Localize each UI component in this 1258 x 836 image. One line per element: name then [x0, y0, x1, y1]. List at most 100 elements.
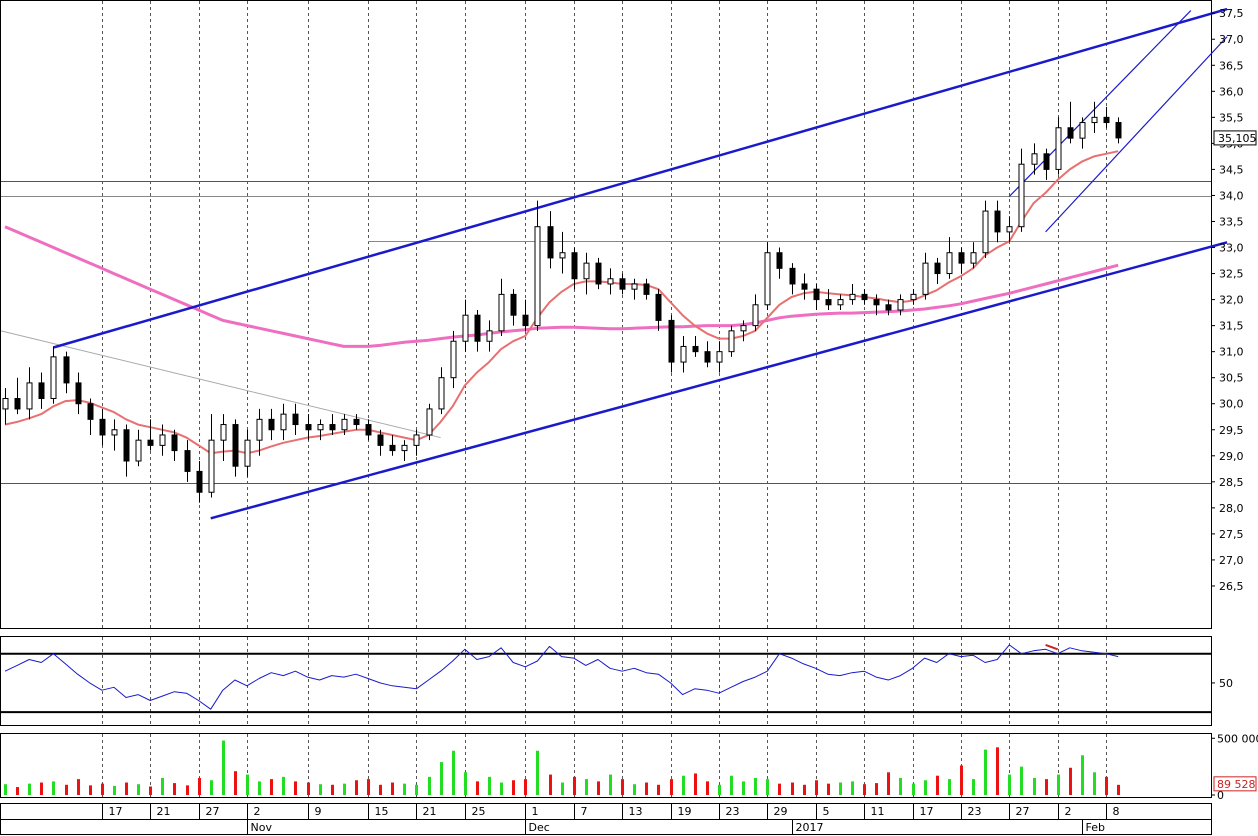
- price-axis-label: 28,5: [1219, 476, 1244, 489]
- volume-bar: [113, 785, 116, 795]
- candle-body: [680, 345, 687, 363]
- date-tick-label: 23: [726, 805, 740, 818]
- price-axis-label: 37,5: [1219, 7, 1244, 20]
- volume-bar: [28, 783, 31, 795]
- candle-body: [63, 356, 70, 384]
- volume-axis-label: 500 000: [1217, 732, 1258, 745]
- candle-body: [510, 293, 517, 316]
- date-tick-label: 19: [678, 805, 692, 818]
- volume-bar: [246, 774, 249, 795]
- candle-body: [607, 278, 614, 285]
- candle-body: [280, 413, 287, 431]
- last-price-label: 35,105: [1218, 132, 1257, 145]
- candle-body: [2, 398, 9, 410]
- candle-body: [668, 319, 675, 363]
- month-label: Nov: [251, 821, 273, 834]
- candle-body: [135, 439, 142, 462]
- volume-bar: [1117, 784, 1120, 795]
- volume-bar: [403, 783, 406, 795]
- price-axis-label: 36,5: [1219, 59, 1244, 72]
- date-tick-label: 21: [157, 805, 171, 818]
- trend-channel-upper-line: [53, 7, 1228, 349]
- volume-bar: [452, 750, 455, 795]
- volume-bar: [149, 786, 152, 795]
- month-label: 2017: [796, 821, 824, 834]
- date-tick-label: 5: [823, 805, 830, 818]
- volume-bar: [512, 780, 515, 795]
- volume-bar: [766, 779, 769, 795]
- volume-bar: [815, 780, 818, 795]
- candle-body: [462, 314, 469, 342]
- volume-bar: [1033, 777, 1036, 795]
- candle-body: [716, 351, 723, 363]
- oscillator-line: [4, 644, 1119, 710]
- date-tick-label: 23: [968, 805, 982, 818]
- volume-bar: [1069, 767, 1072, 795]
- candle-body: [498, 293, 505, 332]
- volume-bar: [936, 775, 939, 795]
- candle-body: [837, 299, 844, 306]
- date-tick-label: 25: [472, 805, 486, 818]
- volume-bar: [682, 775, 685, 795]
- volume-bar: [657, 784, 660, 795]
- volume-bar: [379, 784, 382, 795]
- volume-bar: [415, 784, 418, 795]
- volume-bar: [1105, 776, 1108, 795]
- candle-body: [825, 299, 832, 306]
- candle-body: [934, 262, 941, 275]
- candle-body: [994, 210, 1001, 233]
- candle-body: [692, 345, 699, 353]
- volume-bar: [65, 784, 68, 795]
- oscillator-axis-label: 50: [1219, 677, 1233, 690]
- candle-body: [1043, 153, 1050, 170]
- volume-bar: [609, 774, 612, 795]
- candle-body: [740, 325, 747, 332]
- candle-body: [958, 252, 965, 264]
- volume-bar: [984, 749, 987, 795]
- volume-bar: [536, 750, 539, 795]
- volume-chart: [4, 740, 1120, 795]
- volume-bar: [125, 782, 128, 795]
- candle-body: [401, 444, 408, 452]
- price-axis-label: 29,5: [1219, 424, 1244, 437]
- candle-body: [38, 382, 45, 400]
- volume-bar: [1008, 774, 1011, 795]
- candle-body: [704, 351, 711, 363]
- candle-body: [970, 252, 977, 264]
- date-tick-label: 2: [1065, 805, 1072, 818]
- resistance-line: [0, 330, 441, 439]
- candle-body: [99, 418, 106, 436]
- candle-body: [220, 424, 227, 441]
- candle-body: [377, 434, 384, 446]
- price-axis-label: 36,0: [1219, 85, 1244, 98]
- volume-bar: [355, 780, 358, 795]
- volume-bar: [827, 783, 830, 795]
- candle-body: [232, 424, 239, 467]
- candle-body: [910, 293, 917, 301]
- volume-bar: [488, 776, 491, 795]
- candle-body: [1031, 153, 1038, 165]
- volume-bar: [294, 781, 297, 795]
- date-tick-label: 17: [920, 805, 934, 818]
- date-tick-label: 13: [629, 805, 643, 818]
- month-label: Feb: [1086, 821, 1105, 834]
- candle-body: [474, 314, 481, 342]
- volume-bar: [633, 784, 636, 795]
- oscillator-divergence-line: [1045, 643, 1059, 651]
- slow-moving-average-line: [4, 225, 1119, 348]
- price-axis-label: 37,0: [1219, 33, 1244, 46]
- candle-body: [1091, 116, 1098, 124]
- candle-body: [559, 252, 566, 259]
- price-axis-label: 26,5: [1219, 580, 1244, 593]
- last-price-box: [1213, 130, 1257, 146]
- candle-body: [547, 226, 554, 259]
- price-axis-label: 32,5: [1219, 268, 1244, 281]
- volume-bar: [730, 775, 733, 795]
- candle-body: [1055, 127, 1062, 170]
- volume-bar: [476, 781, 479, 795]
- volume-bar: [561, 782, 564, 795]
- volume-bar: [282, 776, 285, 795]
- date-tick-label: 11: [871, 805, 885, 818]
- date-tick-label: 27: [206, 805, 220, 818]
